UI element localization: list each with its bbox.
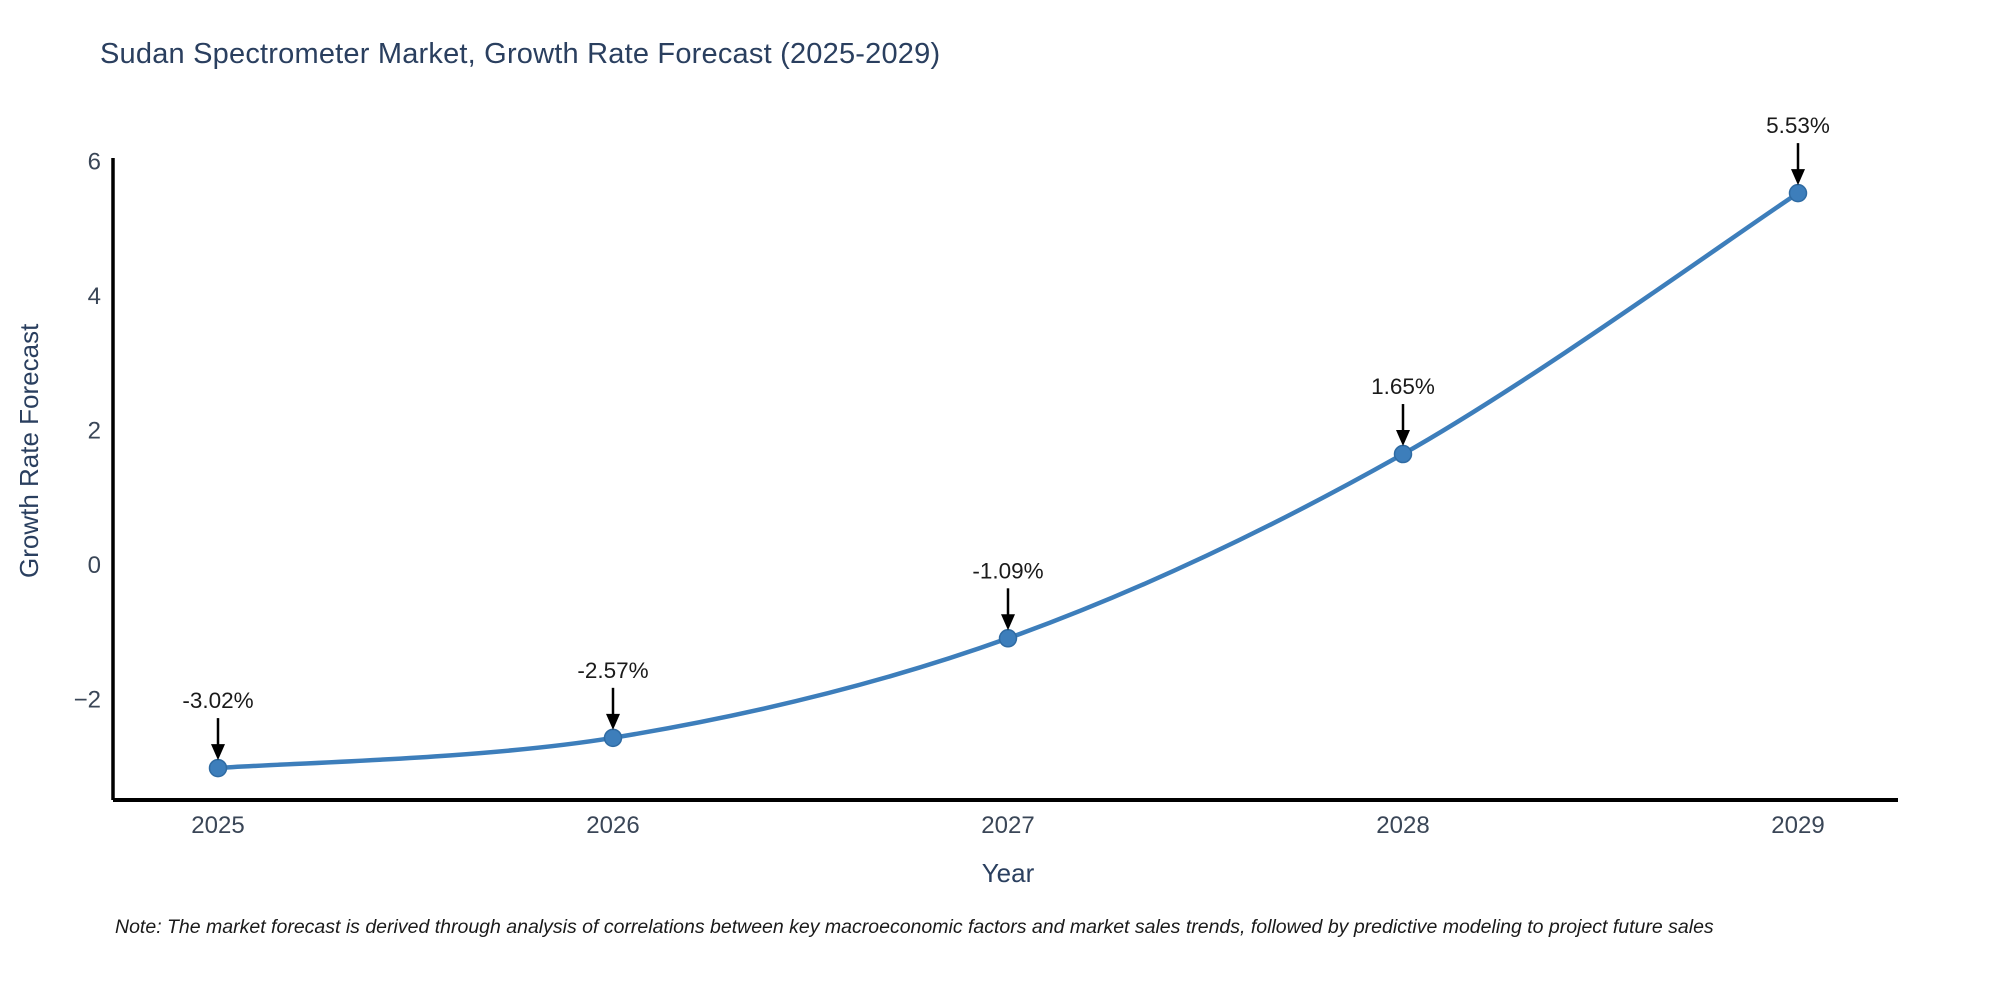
y-axis-title: Growth Rate Forecast: [14, 323, 44, 578]
x-tick-label: 2025: [191, 812, 244, 839]
y-tick-label: 4: [88, 283, 101, 310]
x-tick-label: 2028: [1376, 812, 1429, 839]
x-tick-label: 2026: [586, 812, 639, 839]
y-tick-label: −2: [74, 687, 101, 714]
annotation-arrowhead: [211, 744, 225, 761]
chart-title: Sudan Spectrometer Market, Growth Rate F…: [100, 38, 941, 70]
annotation-label: -3.02%: [182, 688, 253, 713]
x-axis-title: Year: [981, 858, 1035, 888]
annotation-arrowhead: [606, 713, 620, 730]
data-point-marker: [998, 629, 1018, 648]
annotation-arrowhead: [1001, 614, 1015, 631]
y-tick-label: 6: [88, 149, 101, 176]
annotation-label: -2.57%: [577, 658, 648, 683]
data-point-marker: [208, 758, 228, 778]
y-tick-label: 2: [88, 418, 101, 445]
x-tick-label: 2029: [1771, 812, 1824, 839]
trend-line: [215, 190, 1801, 771]
annotation-arrowhead: [1791, 169, 1805, 186]
annotation-label: 5.53%: [1766, 113, 1830, 138]
annotation-arrowhead: [1396, 430, 1410, 447]
data-point-marker: [1393, 444, 1413, 464]
data-point-marker: [1788, 183, 1808, 203]
y-tick-label: 0: [88, 552, 101, 579]
x-tick-label: 2027: [981, 812, 1034, 839]
annotation-label: -1.09%: [972, 558, 1043, 583]
annotation-label: 1.65%: [1371, 374, 1435, 399]
chart-footnote: Note: The market forecast is derived thr…: [115, 916, 1714, 938]
data-point-marker: [603, 728, 623, 748]
